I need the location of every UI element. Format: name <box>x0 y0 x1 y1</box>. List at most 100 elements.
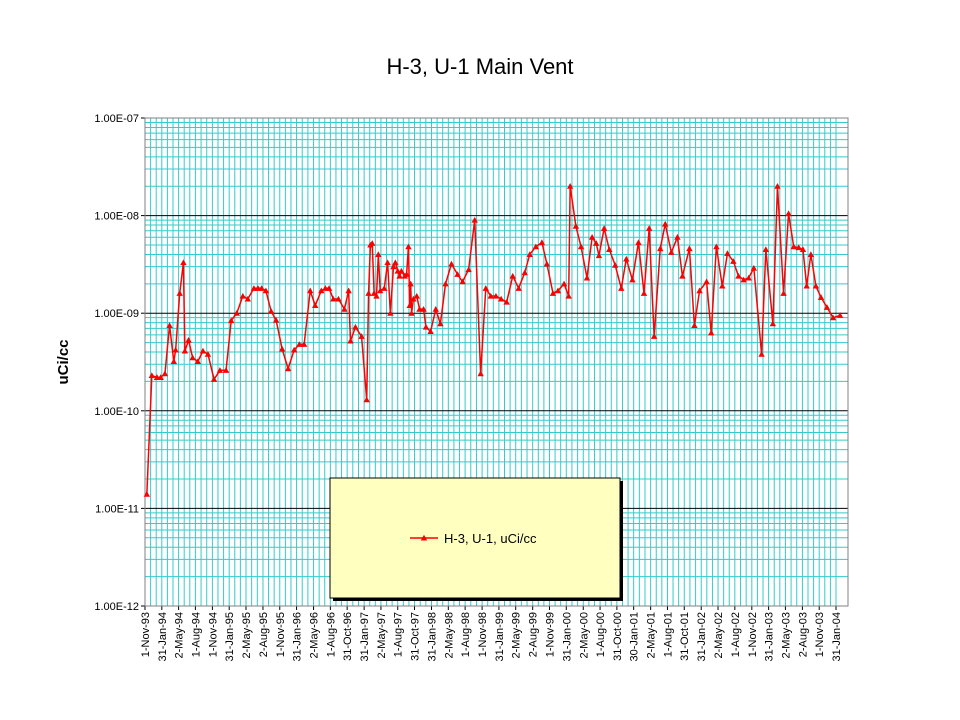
data-point <box>284 365 292 372</box>
legend-box <box>329 477 621 599</box>
data-point <box>807 251 815 257</box>
data-point <box>735 272 742 279</box>
marks <box>143 183 844 497</box>
x-tick-label: 31-Jan-94 <box>157 612 169 662</box>
data-point <box>790 243 797 250</box>
data-point <box>365 290 372 296</box>
x-tick-label: 2-May-97 <box>376 612 388 658</box>
data-point <box>719 282 726 289</box>
data-point <box>471 216 478 223</box>
data-point <box>157 374 164 380</box>
data-point <box>416 305 423 312</box>
data-point <box>325 285 333 291</box>
data-point <box>408 310 415 316</box>
data-point <box>405 243 412 250</box>
data-point <box>629 276 636 283</box>
x-tick-label: 2-Aug-99 <box>528 612 540 657</box>
x-tick-label: 1-Aug-97 <box>393 612 405 657</box>
data-point <box>454 271 461 277</box>
data-point <box>823 304 831 310</box>
data-point <box>803 282 810 289</box>
data-point <box>565 292 572 299</box>
data-point <box>392 259 399 266</box>
data-point <box>170 358 177 365</box>
x-tick-label: 31-Jan-02 <box>696 612 708 662</box>
data-point <box>181 347 189 354</box>
data-point <box>258 285 265 291</box>
data-point <box>262 287 270 294</box>
data-point <box>503 298 510 305</box>
data-point <box>612 262 619 268</box>
x-tick-label: 30-Jan-01 <box>629 612 641 662</box>
data-point <box>318 287 325 294</box>
x-tick-label: 1-Aug-94 <box>190 612 202 657</box>
data-point <box>148 372 156 379</box>
data-point <box>686 245 693 252</box>
data-point <box>272 316 280 323</box>
data-point <box>662 220 669 227</box>
x-tick-label: 1-Nov-94 <box>207 612 219 657</box>
data-point <box>216 367 224 373</box>
data-point <box>623 255 630 262</box>
data-point <box>384 259 391 266</box>
data-point <box>347 337 354 344</box>
data-point <box>679 272 686 279</box>
x-tick-label: 1-Aug-02 <box>730 612 742 657</box>
data-point <box>396 272 403 279</box>
data-point <box>497 295 505 302</box>
data-point <box>161 370 169 377</box>
data-point <box>300 341 308 347</box>
data-point <box>373 292 380 299</box>
data-point <box>583 274 591 281</box>
data-point <box>543 260 551 267</box>
data-point <box>549 290 557 296</box>
data-point <box>780 290 787 296</box>
data-point <box>703 278 710 285</box>
data-point <box>228 317 235 324</box>
data-point <box>204 351 212 357</box>
data-point <box>176 290 183 296</box>
y-tick-label: 1.00E-09 <box>94 308 139 320</box>
x-tick-label: 1-Aug-96 <box>325 612 337 657</box>
data-point <box>640 290 648 296</box>
data-point <box>407 280 414 287</box>
x-tick-label: 2-May-96 <box>309 612 321 658</box>
data-point <box>278 345 286 352</box>
data-point <box>836 312 844 318</box>
x-tick-label: 2-May-02 <box>713 612 725 658</box>
data-point <box>812 282 820 289</box>
data-point <box>381 285 388 291</box>
data-point <box>635 239 642 246</box>
x-tick-label: 31-Jan-98 <box>427 612 439 662</box>
data-point <box>691 322 698 328</box>
data-point <box>509 272 516 279</box>
data-point <box>817 294 825 301</box>
x-tick-label: 31-Oct-01 <box>679 612 691 661</box>
data-point <box>708 329 715 336</box>
data-point <box>740 276 747 283</box>
x-tick-label: 1-Nov-95 <box>275 612 287 657</box>
x-tick-label: 2-May-00 <box>578 612 590 658</box>
x-tick-label: 1-Nov-02 <box>747 612 759 657</box>
data-point <box>521 269 528 276</box>
data-point <box>538 239 546 246</box>
data-point <box>713 243 720 250</box>
x-tick-label: 1-Aug-98 <box>460 612 472 657</box>
data-point <box>143 490 151 497</box>
x-tick-label: 2-May-01 <box>646 612 658 658</box>
data-point <box>376 287 384 294</box>
y-tick-label: 1.00E-08 <box>94 211 139 223</box>
plot-border <box>144 117 849 607</box>
data-point <box>345 287 352 294</box>
legend: H-3, U-1, uCi/cc <box>329 477 623 601</box>
data-point <box>189 354 196 361</box>
x-tick-label: 2-Aug-03 <box>797 612 809 657</box>
data-point <box>442 280 449 287</box>
data-point <box>180 259 187 266</box>
data-point <box>459 278 466 285</box>
data-point <box>650 333 658 339</box>
x-tick-label: 1-Nov-99 <box>544 612 556 657</box>
data-point <box>341 305 348 312</box>
data-point <box>477 370 484 377</box>
